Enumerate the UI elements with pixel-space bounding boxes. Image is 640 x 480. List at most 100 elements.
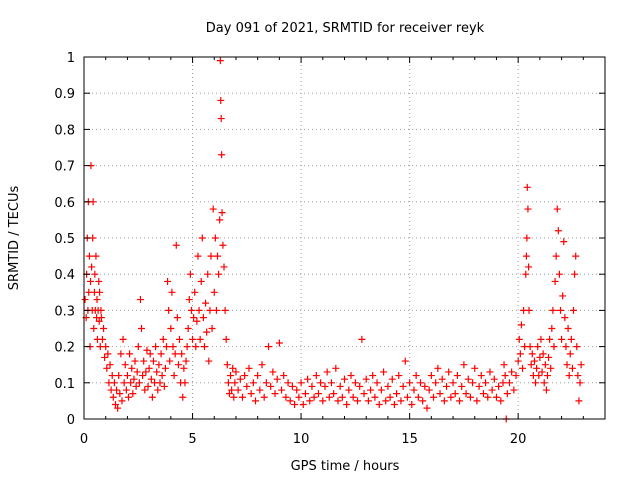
data-point <box>497 397 505 405</box>
data-point <box>149 357 157 365</box>
data-point <box>540 379 548 387</box>
data-point <box>430 393 438 401</box>
data-point <box>572 252 580 260</box>
data-point <box>375 401 383 409</box>
data-point <box>449 379 457 387</box>
data-point <box>577 361 585 369</box>
data-point <box>508 368 516 376</box>
data-point <box>176 335 184 343</box>
data-point <box>142 368 150 376</box>
data-point <box>362 375 370 383</box>
data-point <box>525 306 533 314</box>
data-point <box>189 335 197 343</box>
data-point <box>499 379 507 387</box>
data-point <box>212 306 220 314</box>
data-point <box>367 386 375 394</box>
data-point <box>131 357 139 365</box>
data-point <box>256 386 264 394</box>
data-point <box>558 335 566 343</box>
y-axis-title: SRMTID / TECUs <box>7 186 22 291</box>
data-point <box>130 375 138 383</box>
data-point <box>386 393 394 401</box>
data-point <box>197 277 205 285</box>
data-point <box>330 390 338 398</box>
data-point <box>93 296 101 304</box>
data-point <box>220 263 228 271</box>
data-point <box>136 296 144 304</box>
data-point <box>524 205 532 213</box>
data-point <box>560 238 568 246</box>
data-point <box>458 382 466 390</box>
data-point <box>180 364 188 372</box>
data-point <box>447 393 455 401</box>
data-point <box>260 393 268 401</box>
data-point <box>360 390 368 398</box>
data-point <box>275 339 283 347</box>
data-point <box>243 382 251 390</box>
data-point <box>169 343 177 351</box>
data-point <box>214 252 222 260</box>
data-point <box>541 361 549 369</box>
data-point <box>408 401 416 409</box>
data-point <box>445 368 453 376</box>
data-point <box>545 353 553 361</box>
data-point <box>156 379 164 387</box>
data-point <box>215 270 223 278</box>
data-point <box>412 372 420 380</box>
data-point <box>523 234 531 242</box>
data-point <box>111 401 119 409</box>
data-point <box>282 393 290 401</box>
y-tick-label: 1 <box>67 51 75 66</box>
y-tick-label: 0 <box>67 413 75 428</box>
data-point <box>185 296 193 304</box>
data-point <box>123 372 131 380</box>
data-point <box>179 393 187 401</box>
data-point <box>258 361 266 369</box>
data-point <box>196 335 204 343</box>
data-point <box>536 353 544 361</box>
data-point <box>247 390 255 398</box>
data-point <box>503 390 511 398</box>
data-point <box>482 379 490 387</box>
data-point <box>539 350 547 358</box>
data-point <box>95 317 103 325</box>
data-point <box>271 390 279 398</box>
data-point <box>537 335 545 343</box>
data-point <box>410 386 418 394</box>
data-point <box>535 372 543 380</box>
data-point <box>162 343 170 351</box>
data-point <box>194 252 202 260</box>
data-point <box>134 343 142 351</box>
data-point <box>530 357 538 365</box>
data-point <box>165 306 173 314</box>
data-point <box>552 252 560 260</box>
data-point <box>519 364 527 372</box>
x-tick-label: 10 <box>293 432 310 447</box>
data-point <box>484 393 492 401</box>
data-point <box>182 357 190 365</box>
data-point <box>550 343 558 351</box>
x-tick-label: 20 <box>510 432 527 447</box>
data-point <box>440 397 448 405</box>
x-tick-label: 0 <box>80 432 88 447</box>
data-point <box>356 382 364 390</box>
data-point <box>451 390 459 398</box>
data-point <box>108 372 116 380</box>
data-point <box>538 368 546 376</box>
data-point <box>170 372 178 380</box>
data-point <box>102 343 110 351</box>
data-point <box>534 343 542 351</box>
data-point <box>388 375 396 383</box>
data-point <box>254 372 262 380</box>
data-point <box>222 335 230 343</box>
data-point <box>510 386 518 394</box>
data-point <box>310 393 318 401</box>
data-point <box>295 393 303 401</box>
data-point <box>269 368 277 376</box>
data-point <box>116 390 124 398</box>
data-point <box>308 382 316 390</box>
data-point <box>97 306 105 314</box>
data-point <box>304 375 312 383</box>
data-point <box>208 325 216 332</box>
data-point <box>284 379 292 387</box>
